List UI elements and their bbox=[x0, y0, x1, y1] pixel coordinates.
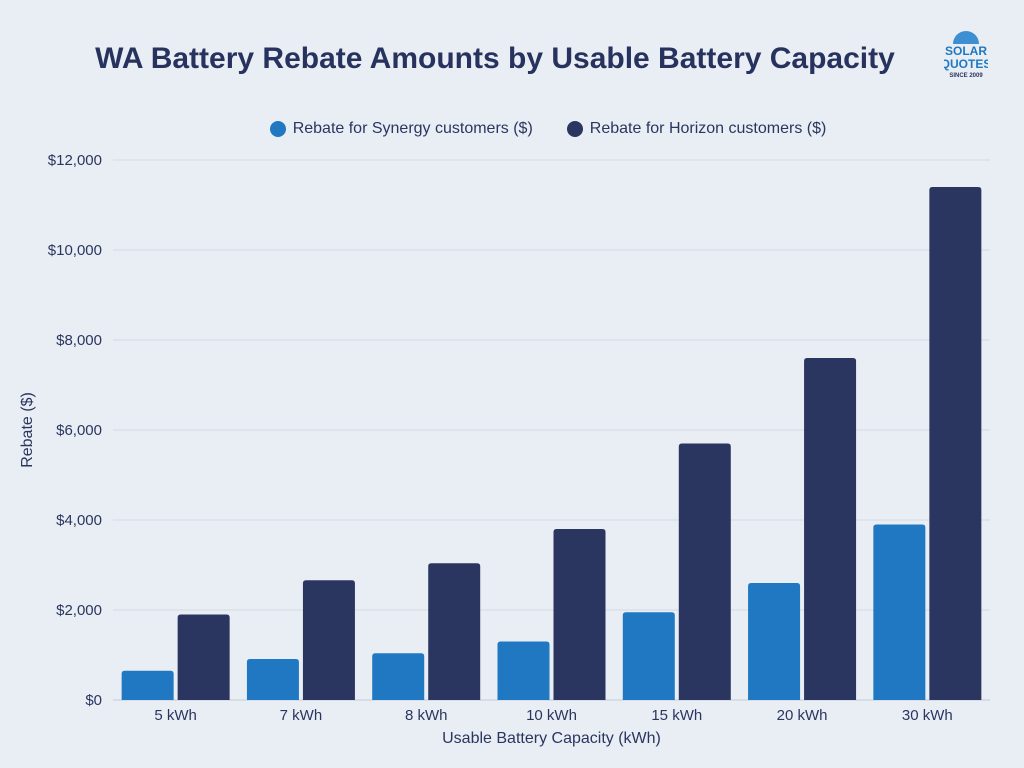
logo-text-since: SINCE 2009 bbox=[949, 73, 983, 79]
x-tick-label: 8 kWh bbox=[405, 707, 448, 724]
legend-item-synergy[interactable]: Rebate for Synergy customers ($) bbox=[269, 120, 533, 138]
legend-item-horizon[interactable]: Rebate for Horizon customers ($) bbox=[566, 120, 827, 138]
y-tick-label: $4,000 bbox=[56, 512, 102, 529]
x-axis-title: Usable Battery Capacity (kWh) bbox=[442, 730, 661, 747]
x-tick-label: 5 kWh bbox=[154, 707, 197, 724]
bar-horizon bbox=[929, 187, 982, 700]
bar-synergy bbox=[622, 612, 675, 700]
bar-horizon bbox=[428, 563, 481, 700]
bar-synergy bbox=[121, 670, 174, 700]
bar-horizon bbox=[678, 443, 731, 700]
y-tick-label: $2,000 bbox=[56, 602, 102, 619]
y-tick-label: $6,000 bbox=[56, 422, 102, 439]
bar-synergy bbox=[873, 524, 926, 700]
chart-title: WA Battery Rebate Amounts by Usable Batt… bbox=[95, 42, 895, 75]
legend-swatch-synergy bbox=[269, 121, 286, 137]
legend-label-horizon: Rebate for Horizon customers ($) bbox=[589, 120, 827, 137]
y-axis-title: Rebate ($) bbox=[19, 392, 36, 468]
y-tick-label: $10,000 bbox=[48, 242, 102, 259]
bar-synergy bbox=[372, 653, 425, 700]
y-tick-label: $12,000 bbox=[48, 152, 102, 169]
bar-synergy bbox=[497, 641, 550, 700]
y-tick-label: $8,000 bbox=[56, 332, 102, 349]
bar-horizon bbox=[302, 580, 355, 700]
legend-swatch-horizon bbox=[566, 121, 583, 137]
bar-synergy bbox=[246, 659, 299, 700]
bar-synergy bbox=[748, 583, 801, 700]
x-tick-label: 20 kWh bbox=[777, 707, 828, 724]
x-tick-label: 7 kWh bbox=[280, 707, 323, 724]
x-tick-label: 15 kWh bbox=[651, 707, 702, 724]
chart-legend: Rebate for Synergy customers ($) Rebate … bbox=[0, 120, 1024, 138]
bar-horizon bbox=[804, 358, 857, 700]
y-tick-label: $0 bbox=[85, 692, 102, 709]
solarquotes-logo: SOLAR QUOTES SINCE 2009 bbox=[944, 31, 988, 86]
x-tick-label: 30 kWh bbox=[902, 707, 953, 724]
bar-horizon bbox=[553, 529, 606, 700]
logo-text-quotes: QUOTES bbox=[944, 57, 988, 71]
legend-label-synergy: Rebate for Synergy customers ($) bbox=[292, 120, 533, 137]
bar-horizon bbox=[177, 614, 230, 700]
logo-text-solar: SOLAR bbox=[945, 44, 987, 58]
x-tick-label: 10 kWh bbox=[526, 707, 577, 724]
